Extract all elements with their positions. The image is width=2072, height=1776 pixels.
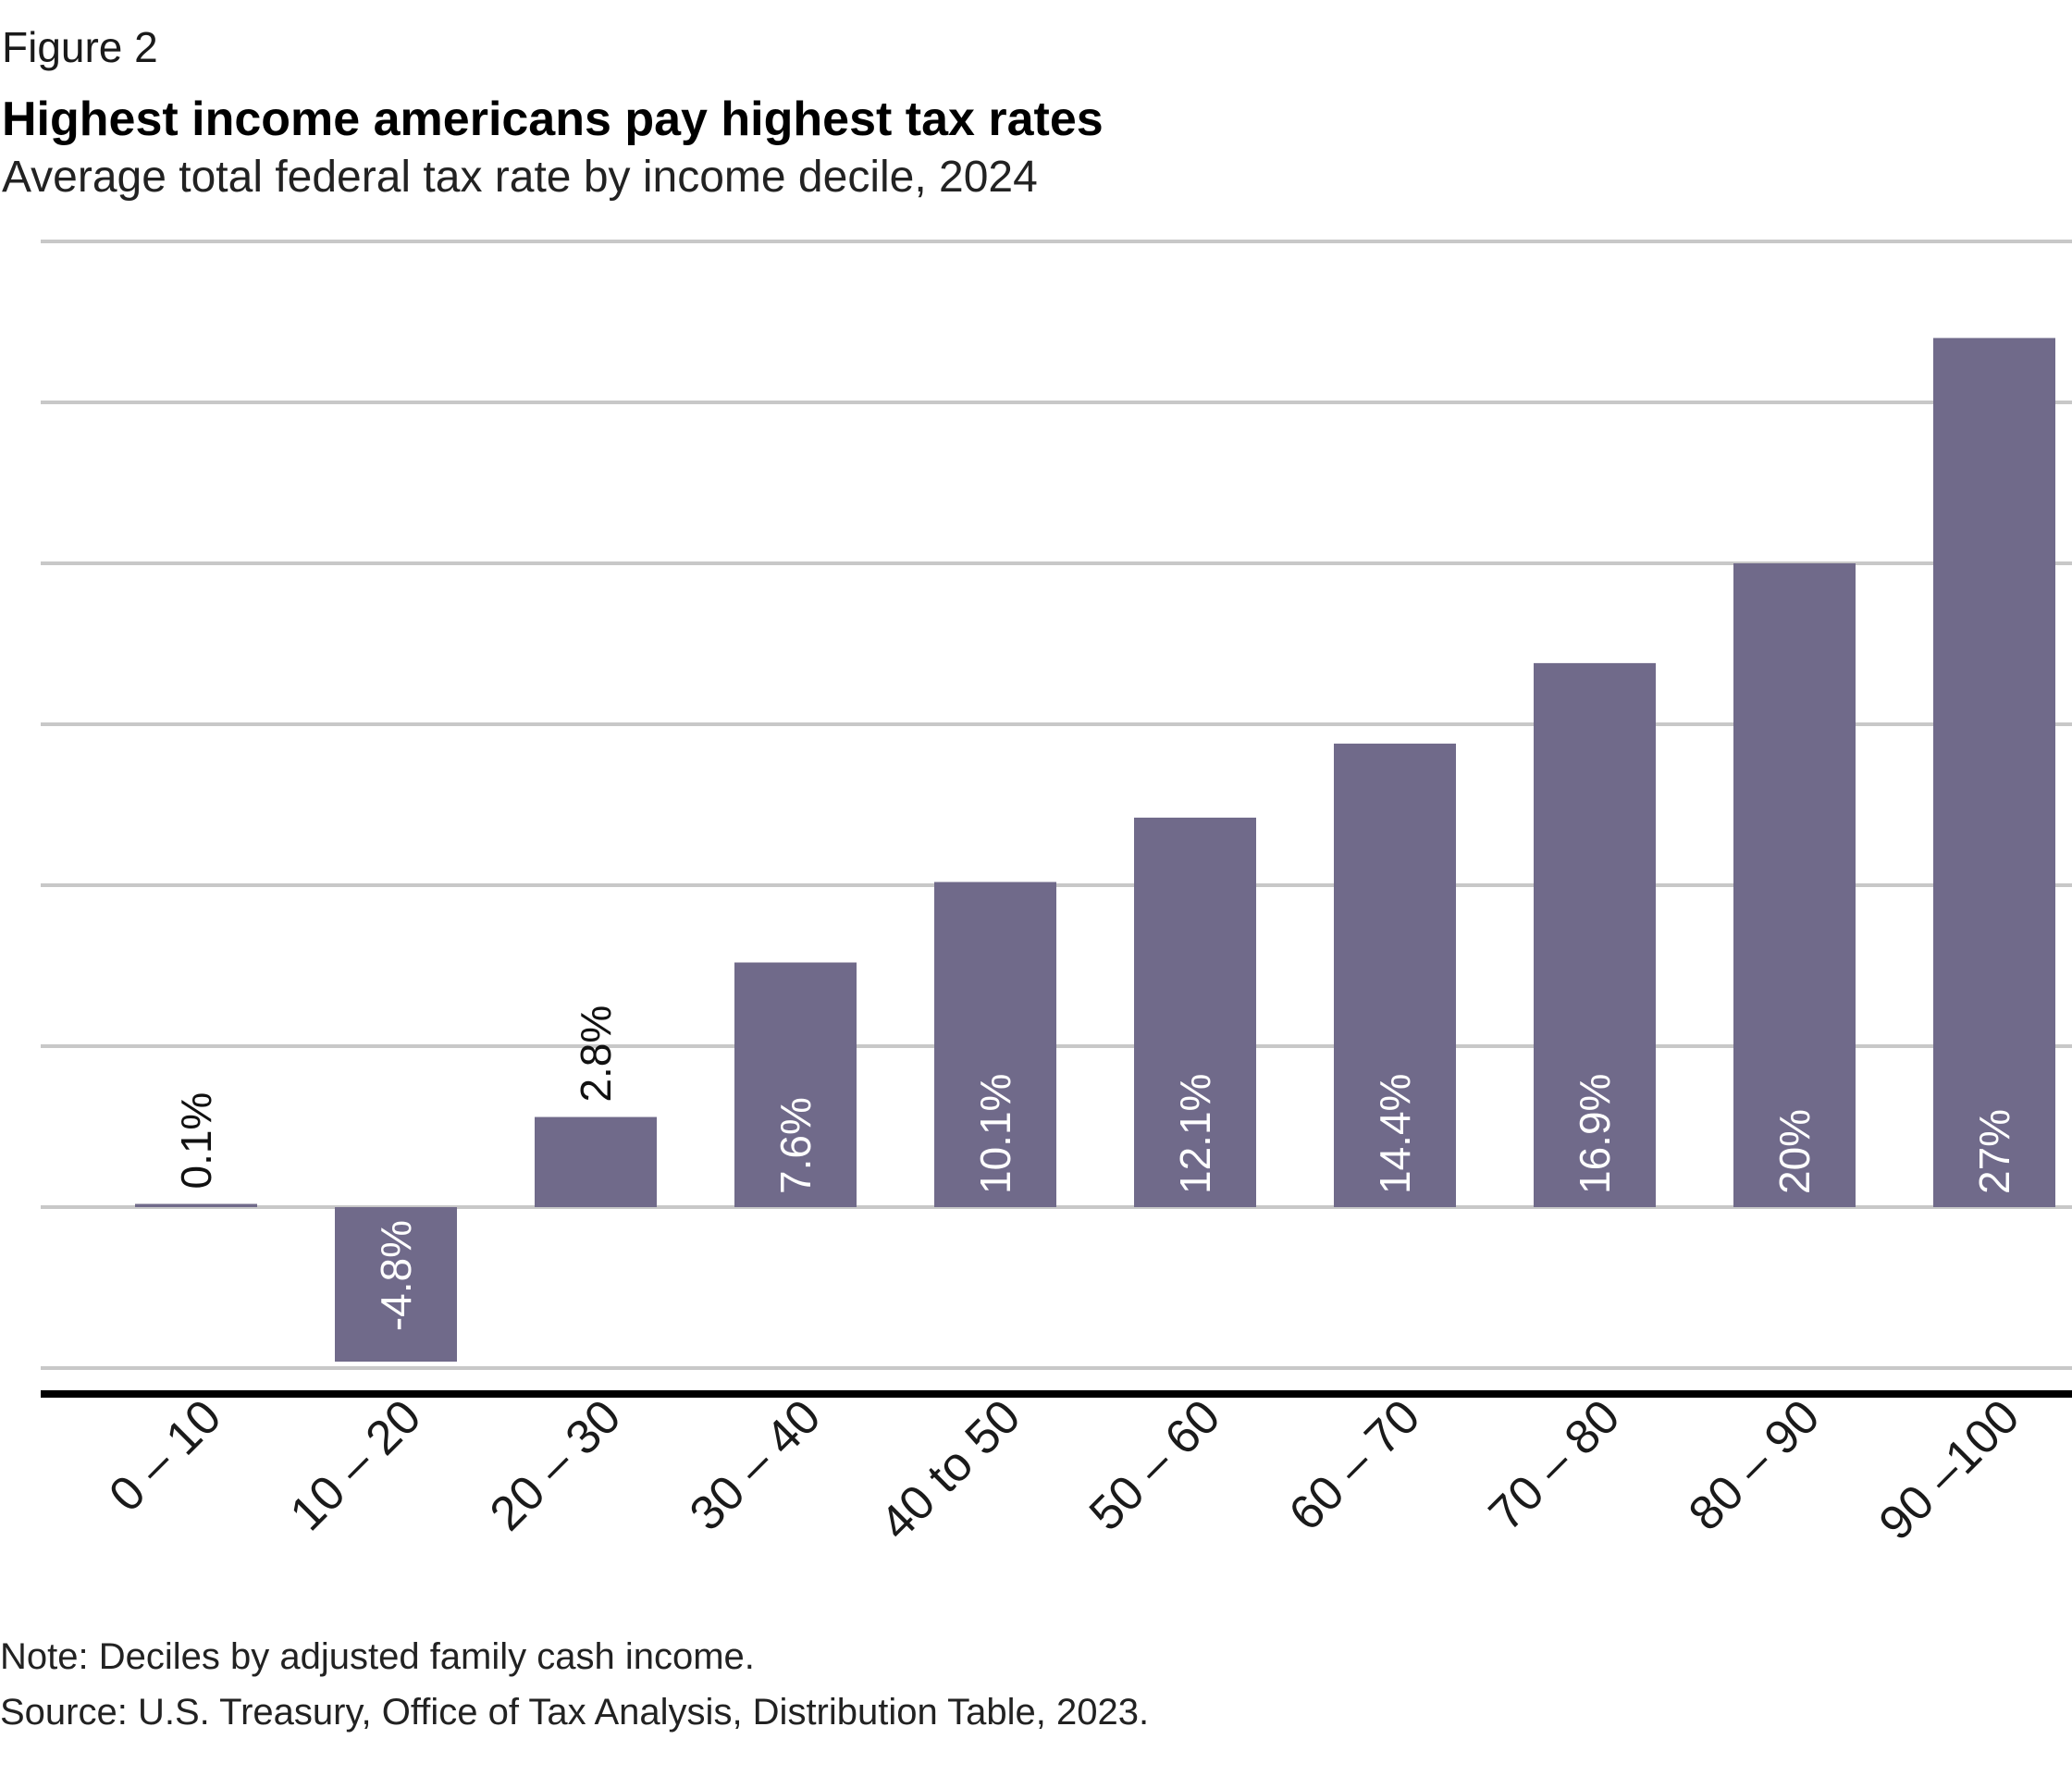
bar: [135, 1203, 257, 1207]
bar: [1933, 338, 2055, 1207]
data-label: 27%: [1970, 1109, 2018, 1194]
bar: [1334, 743, 1456, 1207]
chart-subtitle: Average total federal tax rate by income…: [2, 153, 1038, 202]
data-label: -4.8%: [372, 1220, 420, 1331]
x-tick-label: 80 – 90: [1679, 1389, 1831, 1541]
data-label: 0.1%: [172, 1092, 220, 1190]
bar: [1733, 563, 1856, 1207]
x-tick-label: 60 – 70: [1279, 1389, 1431, 1541]
chart-title: Highest income americans pay highest tax…: [2, 92, 1104, 146]
chart-note: Note: Deciles by adjusted family cash in…: [0, 1636, 755, 1677]
figure-label: Figure 2: [2, 23, 158, 71]
bar: [1134, 817, 1256, 1207]
x-tick-label: 70 – 80: [1479, 1389, 1631, 1541]
bar: [734, 962, 857, 1207]
bar: [934, 882, 1056, 1207]
data-labels: 0.1% -4.8% 2.8% 7.6% 10.1% 12.1% 14.4% 16.9% 20%…: [172, 1005, 2018, 1331]
data-label: 14.4%: [1371, 1074, 1419, 1194]
x-tick-label: 30 – 40: [680, 1389, 832, 1541]
bar: [1534, 662, 1656, 1207]
data-label: 10.1%: [971, 1074, 1019, 1194]
bars: [135, 338, 2055, 1363]
x-tick-label: 0 – 10: [99, 1389, 231, 1522]
bar: [535, 1116, 657, 1207]
data-label: 16.9%: [1571, 1074, 1619, 1194]
chart-source: Source: U.S. Treasury, Office of Tax Ana…: [0, 1692, 1150, 1733]
bar: [335, 1207, 457, 1363]
x-tick-label: 90 –100: [1869, 1389, 2030, 1550]
data-label: 20%: [1770, 1109, 1819, 1194]
x-tick-label: 10 – 20: [280, 1389, 432, 1541]
data-label: 2.8%: [572, 1005, 620, 1103]
data-label: 7.6%: [771, 1097, 820, 1194]
x-tick-label: 40 to 50: [870, 1389, 1031, 1550]
x-tick-label: 50 – 60: [1079, 1389, 1231, 1541]
x-tick-labels: 0 – 10 10 – 20 20 – 30 30 – 40 40 to 50 50 – …: [99, 1389, 2029, 1550]
x-tick-label: 20 – 30: [480, 1389, 632, 1541]
data-label: 12.1%: [1171, 1074, 1219, 1194]
